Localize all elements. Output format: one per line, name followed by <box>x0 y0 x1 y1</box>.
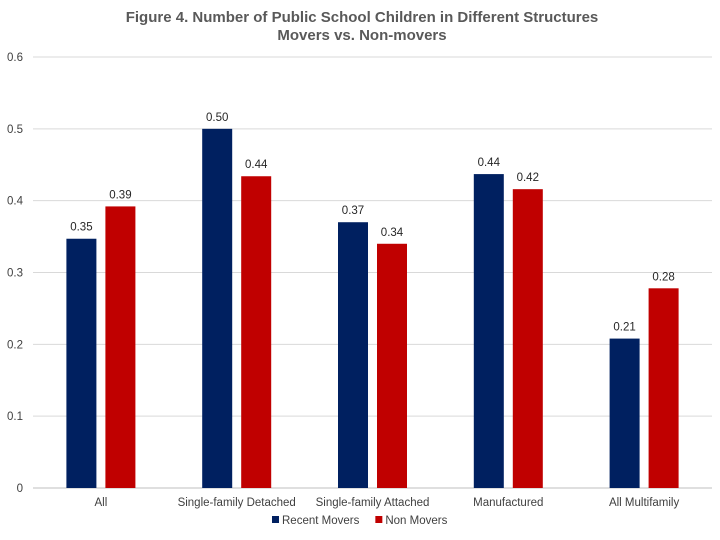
bar <box>202 128 233 489</box>
bar <box>105 206 136 488</box>
y-tick-label: 0.5 <box>7 124 23 136</box>
x-axis-ticks: All Single-family Detached Single-family A… <box>95 497 680 509</box>
data-label: 0.39 <box>109 189 131 201</box>
legend-label: Recent Movers <box>282 515 360 527</box>
chart-title: Figure 4. Number of Public School Childr… <box>126 9 599 26</box>
data-label: 0.50 <box>206 112 228 124</box>
bar <box>473 174 504 489</box>
y-axis-ticks: 0 0.1 0.2 0.3 0.4 0.5 0.6 <box>7 52 24 495</box>
chart-subtitle: Movers vs. Non-movers <box>277 27 446 44</box>
data-label: 0.34 <box>381 227 404 239</box>
bar <box>66 238 97 488</box>
legend-swatch <box>272 516 279 523</box>
data-labels: 0.35 0.39 0.50 0.44 0.37 0.34 0.44 0.42 0.21 0.28 <box>70 112 675 334</box>
y-tick-label: 0.1 <box>7 411 23 423</box>
data-label: 0.21 <box>613 322 635 334</box>
bars <box>66 128 679 489</box>
data-label: 0.42 <box>517 172 539 184</box>
y-tick-label: 0.4 <box>7 196 24 208</box>
y-tick-label: 0.6 <box>7 52 23 64</box>
legend-label: Non Movers <box>385 515 447 527</box>
x-tick-label: Single-family Detached <box>178 497 296 509</box>
bar <box>648 288 679 488</box>
bar <box>338 222 368 488</box>
bar <box>241 176 272 488</box>
x-tick-label: All <box>95 497 108 509</box>
y-tick-label: 0.3 <box>7 268 23 280</box>
gridlines <box>33 56 712 489</box>
x-tick-label: Single-family Attached <box>316 497 430 509</box>
y-tick-label: 0 <box>17 483 23 495</box>
y-tick-label: 0.2 <box>7 339 23 351</box>
bar <box>609 338 640 488</box>
bar <box>377 243 407 488</box>
x-tick-label: Manufactured <box>473 497 543 509</box>
x-tick-label: All Multifamily <box>609 497 680 509</box>
legend-swatch <box>375 516 383 523</box>
data-label: 0.44 <box>478 157 501 169</box>
data-label: 0.44 <box>245 159 268 171</box>
bar <box>512 189 543 488</box>
data-label: 0.28 <box>652 271 674 283</box>
data-label: 0.37 <box>342 205 364 217</box>
data-label: 0.35 <box>70 222 92 234</box>
legend: Recent Movers Non Movers <box>272 515 448 527</box>
